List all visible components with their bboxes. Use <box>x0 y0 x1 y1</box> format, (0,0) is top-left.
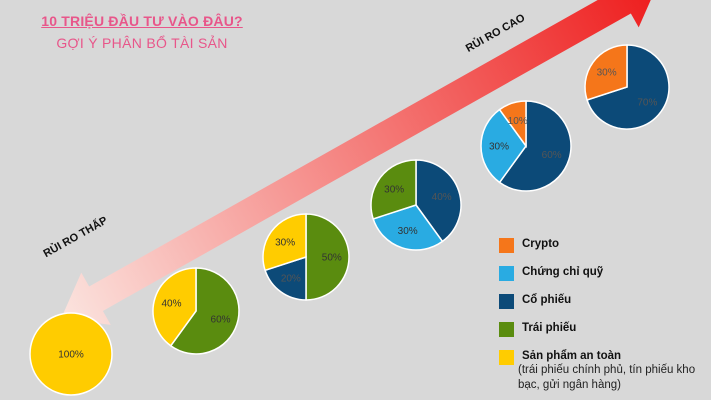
legend-swatch-bond <box>499 322 514 337</box>
legend-label: Sản phẩm an toàn <box>522 350 622 362</box>
pie-slice-stock <box>586 44 670 130</box>
title-block: 10 TRIỆU ĐẦU TƯ VÀO ĐÂU? GỢI Ý PHÂN BỔ T… <box>12 13 272 51</box>
legend-item-crypto: Crypto <box>496 234 708 262</box>
pie-slice-label: 30% <box>398 226 418 237</box>
pie-slice-bond <box>305 213 350 301</box>
pie-slice-label: 40% <box>161 299 181 310</box>
legend-label: Crypto <box>522 238 560 250</box>
pie-slice-label: 100% <box>58 350 84 361</box>
pie-chart-6: 70% 30% <box>584 44 670 130</box>
pie-slice-stock <box>415 159 462 243</box>
pie-charts: 100% 60% 40% 50% 20% 30% 40% 30% 30% 60% 30% 10% 70%… <box>29 44 670 396</box>
pie-slice-label: 50% <box>322 253 342 264</box>
pie-slice-safe <box>262 213 307 272</box>
legend-label: Trái phiếu <box>522 322 577 334</box>
pie-slice-label: 30% <box>275 237 295 248</box>
legend-item-fund: Chứng chỉ quỹ <box>496 262 708 290</box>
pie-slice-stock <box>498 100 572 192</box>
pie-slice-bond <box>370 159 417 220</box>
pie-slice-crypto <box>584 44 628 101</box>
pie-chart-1: 100% <box>29 312 113 396</box>
pie-chart-2: 60% 40% <box>152 267 240 355</box>
pie-chart-5: 60% 30% 10% <box>480 100 572 192</box>
legend-item-bond: Trái phiếu <box>496 318 708 346</box>
pie-slice-label: 30% <box>489 142 509 153</box>
pie-chart-4: 40% 30% 30% <box>370 159 462 251</box>
legend: Crypto Chứng chỉ quỹ Cổ phiếu Trái phiếu… <box>496 234 708 374</box>
legend-swatch-safe <box>499 350 514 365</box>
pie-slice-crypto <box>498 100 527 149</box>
pie-slice-label: 60% <box>211 314 231 325</box>
pie-slice-label: 20% <box>281 273 301 284</box>
risk-arrow-shape <box>61 0 659 325</box>
legend-label: Cổ phiếu <box>522 294 572 306</box>
pie-slice-safe <box>29 312 113 396</box>
legend-swatch-crypto <box>499 238 514 253</box>
pie-slice-fund <box>480 108 527 184</box>
page-title: 10 TRIỆU ĐẦU TƯ VÀO ĐÂU? <box>41 13 243 29</box>
legend-item-stock: Cổ phiếu <box>496 290 708 318</box>
legend-note-safe: (trái phiếu chính phủ, tín phiếu kho bạc… <box>518 364 696 391</box>
pie-slice-label: 40% <box>432 192 452 203</box>
legend-swatch-fund <box>499 266 514 281</box>
pie-slice-label: 70% <box>637 97 657 108</box>
risk-low-label: RỦI RO THẤP <box>41 214 110 260</box>
pie-slice-label: 30% <box>384 185 404 196</box>
pie-slice-bond <box>169 267 240 355</box>
legend-label: Chứng chỉ quỹ <box>522 266 604 278</box>
pie-slice-label: 30% <box>597 68 617 79</box>
pie-slice-label: 10% <box>508 116 528 127</box>
pie-slice-fund <box>372 204 444 251</box>
legend-item-safe: Sản phẩm an toàn <box>496 346 708 374</box>
risk-arrow <box>61 0 659 325</box>
pie-slice-safe <box>152 267 197 347</box>
page-subtitle: GỢI Ý PHÂN BỔ TÀI SẢN <box>56 35 228 51</box>
pie-slice-label: 60% <box>542 150 562 161</box>
legend-swatch-stock <box>499 294 514 309</box>
pie-chart-3: 50% 20% 30% <box>262 213 350 301</box>
